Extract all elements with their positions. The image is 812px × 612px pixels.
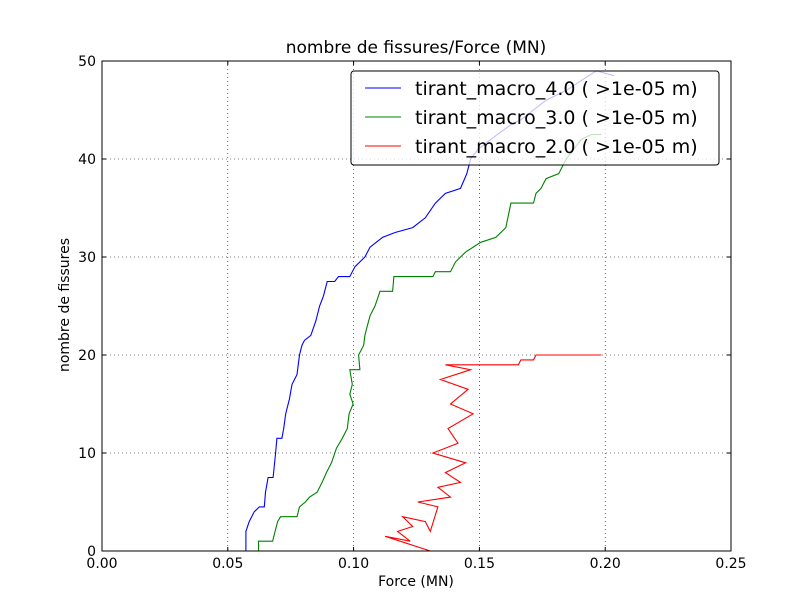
y-axis-label: nombre de fissures xyxy=(57,238,73,372)
y-tick-label: 20 xyxy=(78,348,96,364)
y-tick-label: 10 xyxy=(78,446,96,462)
x-tick-label: 0.10 xyxy=(338,556,369,572)
x-axis-label: Force (MN) xyxy=(378,574,454,590)
chart-title: nombre de fissures/Force (MN) xyxy=(286,38,547,58)
y-tick-label: 50 xyxy=(78,54,96,70)
x-tick-label: 0.00 xyxy=(86,556,117,572)
legend-box xyxy=(350,70,720,166)
x-tick-label: 0.05 xyxy=(212,556,243,572)
y-tick-label: 30 xyxy=(78,250,96,266)
y-tick-label: 0 xyxy=(87,544,96,560)
x-tick-label: 0.15 xyxy=(464,556,495,572)
series-line-2 xyxy=(257,133,602,551)
x-tick-label: 0.20 xyxy=(590,556,621,572)
legend-label: tirant_macro_2.0 ( >1e-05 m) xyxy=(415,136,698,158)
x-tick-label: 0.25 xyxy=(715,556,746,572)
series-line-3 xyxy=(384,354,602,552)
axis-ticks: 0.00 0.05 0.10 0.15 0.20 0.25 0 10 20 30 40 50 xyxy=(78,54,746,572)
plot-frame xyxy=(101,60,732,552)
legend: tirant_macro_4.0 ( >1e-05 m) tirant_macro… xyxy=(350,70,720,166)
legend-label: tirant_macro_4.0 ( >1e-05 m) xyxy=(415,78,698,100)
legend-label: tirant_macro_3.0 ( >1e-05 m) xyxy=(415,107,698,129)
y-tick-label: 40 xyxy=(78,152,96,168)
